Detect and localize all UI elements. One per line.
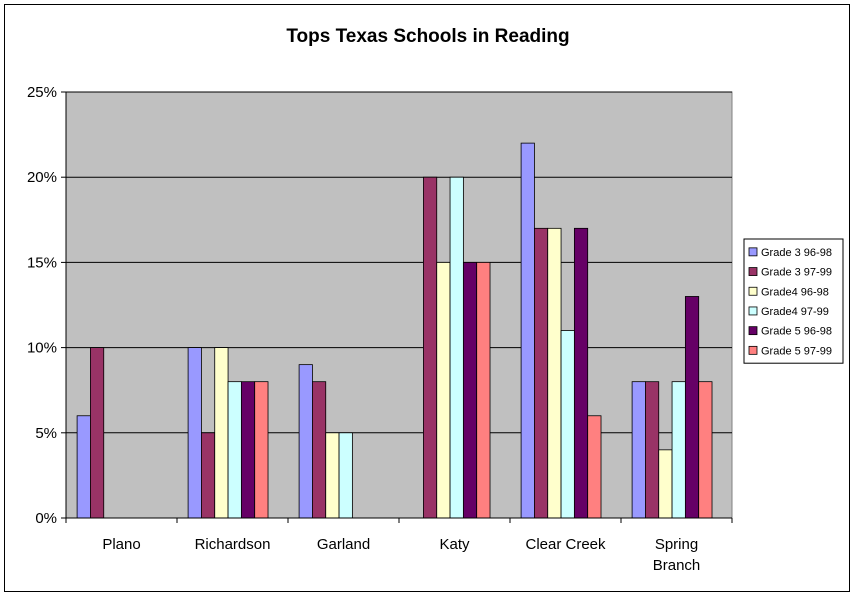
y-tick-label: 20% — [27, 169, 57, 186]
bar — [298, 364, 313, 519]
bar — [76, 415, 91, 519]
bar — [547, 227, 562, 519]
x-category-label: Katy — [439, 536, 470, 553]
bar — [587, 415, 602, 519]
legend-label: Grade4 97-99 — [761, 306, 829, 318]
bar — [476, 261, 491, 519]
legend-swatch — [748, 306, 758, 316]
y-tick-label: 25% — [27, 84, 57, 101]
legend-box — [743, 238, 844, 364]
legend-label: Grade 5 96-98 — [761, 326, 832, 338]
legend-label: Grade4 96-98 — [761, 286, 829, 298]
y-tick-label: 10% — [27, 340, 57, 357]
bar — [658, 449, 673, 519]
bar — [201, 432, 216, 519]
bar — [254, 381, 269, 519]
legend-swatch — [748, 247, 758, 257]
bar — [462, 261, 478, 519]
legend-label: Grade 3 96-98 — [761, 247, 832, 259]
chart-title: Tops Texas Schools in Reading — [286, 26, 569, 47]
legend-swatch — [748, 267, 758, 276]
bar — [325, 432, 340, 519]
bar — [449, 176, 464, 519]
bar — [423, 176, 438, 519]
x-category-label: Richardson — [195, 536, 271, 553]
x-category-label: Clear Creek — [525, 536, 606, 553]
bar — [631, 381, 646, 519]
bar — [684, 296, 700, 519]
plot-area — [65, 91, 733, 519]
bar — [227, 381, 242, 519]
legend: Grade 3 96-98 Grade 3 97-99 Grade4 96-98 Gr… — [743, 238, 844, 364]
bar — [436, 261, 451, 519]
legend-swatch — [748, 286, 758, 296]
bar — [698, 381, 713, 519]
legend-swatch — [748, 345, 758, 355]
bar — [645, 381, 660, 519]
x-category-label: Garland — [317, 536, 370, 553]
x-category-label: Spring Branch — [653, 536, 701, 574]
y-tick-label: 0% — [35, 510, 57, 527]
y-tick-label: 15% — [27, 254, 57, 271]
bar — [573, 227, 589, 519]
bar — [187, 347, 202, 519]
bar — [338, 432, 353, 519]
bar — [671, 381, 686, 519]
bar — [520, 142, 535, 519]
bar — [560, 330, 575, 519]
bar — [534, 227, 549, 519]
y-tick-label: 5% — [35, 425, 57, 442]
bar — [312, 381, 327, 519]
bar — [90, 347, 105, 519]
legend-swatch — [748, 326, 758, 336]
x-category-label: Plano — [102, 536, 140, 553]
legend-label: Grade 5 97-99 — [761, 345, 832, 357]
bar — [240, 381, 256, 519]
bar — [214, 347, 229, 519]
legend-label: Grade 3 97-99 — [761, 267, 832, 279]
